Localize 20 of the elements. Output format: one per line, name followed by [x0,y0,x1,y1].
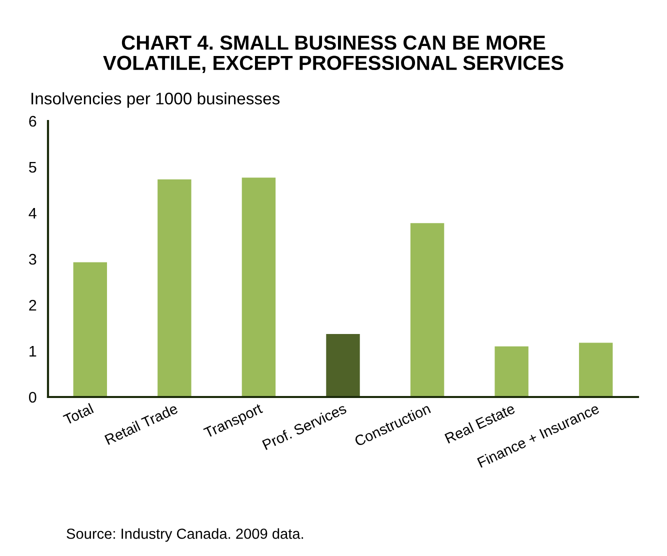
bar [494,346,528,397]
bar [579,342,613,397]
bar [326,334,360,397]
x-tick-label: Total [62,402,94,426]
y-tick-label: 1 [30,346,36,357]
y-tick-label: 5 [29,162,36,173]
y-tick-label: 3 [28,254,36,265]
y-tick-label: 2 [29,300,36,311]
y-axis-title: Insolvencies per 1000 businesses [32,92,280,108]
chart-title: CHART 4. SMALL BUSINESS CAN BE MORE VOLATILE, EXCEPT PROFESSIONAL SERVICES [103,36,564,73]
y-tick-label: 0 [28,392,36,403]
x-tick-label: Real Estate [444,402,516,444]
source-note: Source: Industry Canada. 2009 data. [66,528,304,542]
bar [410,223,444,397]
x-tick-label: Retail Trade [104,402,178,445]
bar [158,179,192,397]
y-tick-label: 4 [28,208,36,219]
bar [242,178,276,397]
bar [73,262,107,397]
y-tick-label: 6 [29,116,36,127]
